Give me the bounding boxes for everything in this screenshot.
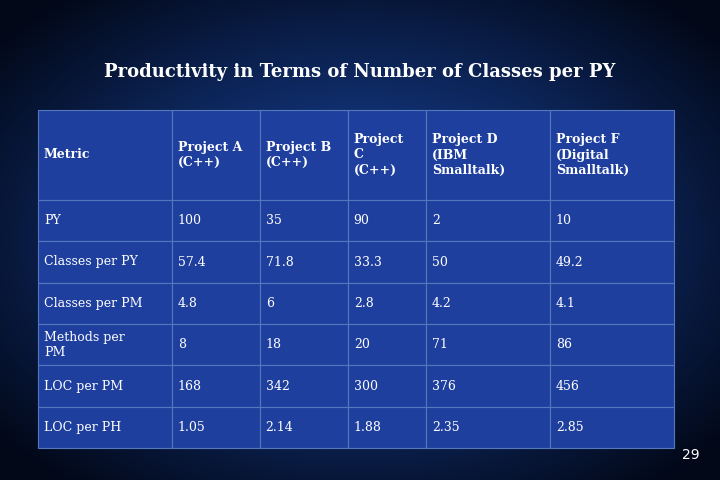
Bar xyxy=(550,407,674,448)
Text: LOC per PH: LOC per PH xyxy=(44,421,121,434)
Bar xyxy=(550,365,674,407)
Bar xyxy=(550,110,674,200)
Bar xyxy=(426,241,550,283)
Text: 2.8: 2.8 xyxy=(354,297,374,310)
Text: 20: 20 xyxy=(354,338,369,351)
Bar xyxy=(38,110,171,200)
Text: 2.85: 2.85 xyxy=(556,421,583,434)
Bar xyxy=(171,110,260,200)
Text: 342: 342 xyxy=(266,380,289,393)
Text: 8: 8 xyxy=(178,338,186,351)
Bar xyxy=(426,283,550,324)
Text: 57.4: 57.4 xyxy=(178,255,205,268)
Text: 4.8: 4.8 xyxy=(178,297,197,310)
Bar xyxy=(260,283,348,324)
Text: Classes per PY: Classes per PY xyxy=(44,255,138,268)
Bar xyxy=(550,241,674,283)
Bar xyxy=(348,200,426,241)
Text: Project A
(C++): Project A (C++) xyxy=(178,141,242,169)
Text: Methods per
PM: Methods per PM xyxy=(44,331,125,359)
Bar xyxy=(38,324,171,365)
Text: Project F
(Digital
Smalltalk): Project F (Digital Smalltalk) xyxy=(556,133,629,177)
Text: 168: 168 xyxy=(178,380,202,393)
Text: 4.1: 4.1 xyxy=(556,297,576,310)
Text: 33.3: 33.3 xyxy=(354,255,382,268)
Text: 29: 29 xyxy=(683,448,700,462)
Text: 71.8: 71.8 xyxy=(266,255,294,268)
Text: 1.88: 1.88 xyxy=(354,421,382,434)
Bar xyxy=(348,365,426,407)
Bar xyxy=(38,365,171,407)
Bar xyxy=(171,241,260,283)
Text: 10: 10 xyxy=(556,214,572,227)
Bar xyxy=(348,283,426,324)
Text: Metric: Metric xyxy=(44,148,91,161)
Bar xyxy=(348,407,426,448)
Text: 90: 90 xyxy=(354,214,369,227)
Bar xyxy=(426,365,550,407)
Bar xyxy=(550,283,674,324)
Bar xyxy=(260,241,348,283)
Bar xyxy=(426,407,550,448)
Bar xyxy=(260,324,348,365)
Bar xyxy=(38,200,171,241)
Text: 2: 2 xyxy=(432,214,440,227)
Text: 50: 50 xyxy=(432,255,448,268)
Text: 456: 456 xyxy=(556,380,580,393)
Text: PY: PY xyxy=(44,214,60,227)
Text: Project D
(IBM
Smalltalk): Project D (IBM Smalltalk) xyxy=(432,133,505,177)
Bar xyxy=(38,241,171,283)
Bar xyxy=(171,365,260,407)
Bar xyxy=(550,324,674,365)
Bar xyxy=(260,365,348,407)
Text: 300: 300 xyxy=(354,380,378,393)
Text: Productivity in Terms of Number of Classes per PY: Productivity in Terms of Number of Class… xyxy=(104,63,616,81)
Bar xyxy=(550,200,674,241)
Text: 18: 18 xyxy=(266,338,282,351)
Text: Project B
(C++): Project B (C++) xyxy=(266,141,331,169)
Bar xyxy=(260,200,348,241)
Bar xyxy=(426,324,550,365)
Text: 49.2: 49.2 xyxy=(556,255,583,268)
Bar xyxy=(171,200,260,241)
Text: LOC per PM: LOC per PM xyxy=(44,380,123,393)
Bar xyxy=(260,407,348,448)
Text: 35: 35 xyxy=(266,214,282,227)
Text: 6: 6 xyxy=(266,297,274,310)
Bar xyxy=(348,241,426,283)
Text: 2.35: 2.35 xyxy=(432,421,459,434)
Bar xyxy=(171,324,260,365)
Bar xyxy=(171,407,260,448)
Bar xyxy=(348,324,426,365)
Text: Project
C
(C++): Project C (C++) xyxy=(354,133,404,177)
Bar xyxy=(171,283,260,324)
Text: Classes per PM: Classes per PM xyxy=(44,297,143,310)
Text: 100: 100 xyxy=(178,214,202,227)
Bar xyxy=(426,110,550,200)
Text: 376: 376 xyxy=(432,380,456,393)
Bar xyxy=(426,200,550,241)
Bar xyxy=(38,407,171,448)
Text: 71: 71 xyxy=(432,338,448,351)
Text: 1.05: 1.05 xyxy=(178,421,205,434)
Text: 2.14: 2.14 xyxy=(266,421,294,434)
Text: 4.2: 4.2 xyxy=(432,297,451,310)
Bar xyxy=(348,110,426,200)
Text: 86: 86 xyxy=(556,338,572,351)
Bar xyxy=(38,283,171,324)
Bar xyxy=(260,110,348,200)
